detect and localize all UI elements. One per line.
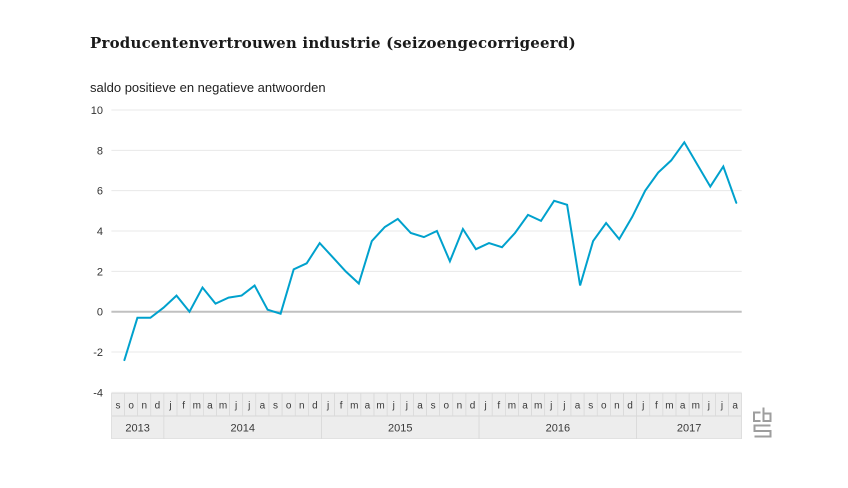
month-label: a (575, 401, 581, 412)
month-label: n (299, 401, 305, 412)
month-label: j (326, 401, 329, 412)
month-label: f (340, 401, 343, 412)
cbs-logo-letter-c (753, 411, 761, 422)
month-label: m (508, 401, 516, 412)
month-label: f (655, 401, 658, 412)
month-label: d (470, 401, 476, 412)
month-label: d (627, 401, 633, 412)
gridlines-group (111, 109, 742, 393)
y-tick-label: -4 (93, 387, 103, 399)
month-label: s (115, 401, 120, 412)
month-label: a (365, 401, 371, 412)
data-line-group (123, 140, 738, 362)
y-tick-label: 0 (97, 307, 103, 319)
month-label: a (522, 401, 528, 412)
data-line (123, 140, 738, 362)
month-label: j (641, 401, 644, 412)
y-tick-label: -2 (93, 347, 103, 359)
y-tick-label: 10 (91, 105, 103, 117)
month-label: j (720, 401, 723, 412)
cbs-logo-letter-b (762, 407, 772, 422)
cbs-logo-letter-s (753, 424, 772, 438)
month-label: s (431, 401, 436, 412)
month-label: j (484, 401, 487, 412)
month-label: j (234, 401, 237, 412)
month-label: j (247, 401, 250, 412)
month-label: j (707, 401, 710, 412)
year-cell (636, 416, 743, 439)
month-label: m (376, 401, 384, 412)
month-label: j (549, 401, 552, 412)
month-label: a (680, 401, 686, 412)
month-label: o (443, 401, 449, 412)
month-label: j (405, 401, 408, 412)
chart-title: Producentenvertrouwen industrie (seizoen… (90, 34, 576, 52)
month-label: a (207, 401, 213, 412)
month-label: a (417, 401, 423, 412)
month-label: o (286, 401, 292, 412)
month-label: f (497, 401, 500, 412)
month-label: o (128, 401, 134, 412)
month-label: m (219, 401, 227, 412)
year-label: 2013 (125, 423, 149, 435)
year-label: 2014 (230, 423, 254, 435)
month-label: n (457, 401, 463, 412)
y-axis-labels-group: 10 8 6 4 2 0 -2 -4 (91, 105, 103, 399)
month-label: o (601, 401, 607, 412)
month-label: n (614, 401, 620, 412)
y-tick-label: 6 (97, 186, 103, 198)
month-label: a (260, 401, 266, 412)
y-tick-label: 4 (97, 226, 103, 238)
month-label: n (141, 401, 147, 412)
chart-subtitle: saldo positieve en negatieve antwoorden (90, 80, 326, 95)
cbs-logo (753, 407, 772, 438)
month-label: s (588, 401, 593, 412)
month-label: f (182, 401, 185, 412)
month-label: j (562, 401, 565, 412)
y-tick-label: 8 (97, 145, 103, 157)
month-label: j (168, 401, 171, 412)
month-label: m (692, 401, 700, 412)
month-label: m (350, 401, 358, 412)
month-cell (728, 393, 742, 416)
month-label: a (732, 401, 738, 412)
month-label: d (155, 401, 161, 412)
month-label: m (534, 401, 542, 412)
month-label: m (193, 401, 201, 412)
y-tick-label: 2 (97, 266, 103, 278)
year-label: 2017 (677, 423, 701, 435)
month-label: d (312, 401, 318, 412)
year-label: 2016 (546, 423, 570, 435)
month-label: s (273, 401, 278, 412)
month-label: j (392, 401, 395, 412)
month-label: m (665, 401, 673, 412)
year-label: 2015 (388, 423, 412, 435)
